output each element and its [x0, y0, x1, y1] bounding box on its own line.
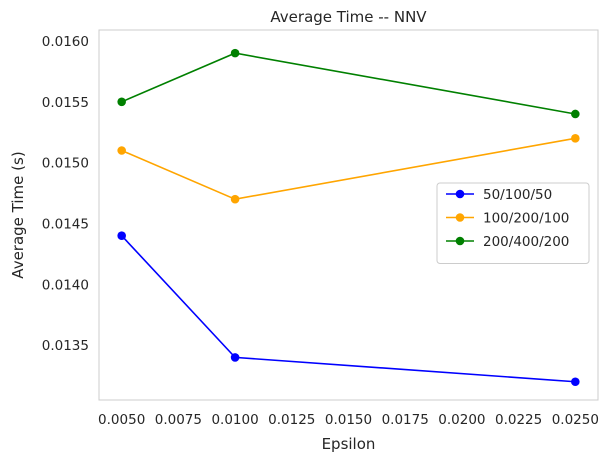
y-tick-label: 0.0160: [42, 34, 89, 50]
legend-item: 200/400/200: [446, 234, 569, 250]
x-tick-label: 0.0225: [495, 412, 542, 428]
data-point: [117, 97, 126, 107]
y-tick-label: 0.0145: [42, 217, 89, 233]
x-tick-label: 0.0150: [325, 412, 372, 428]
data-point: [117, 146, 126, 155]
y-tick-label: 0.0140: [42, 277, 89, 293]
legend-item: 100/200/100: [446, 211, 569, 227]
y-axis-label: Average Time (s): [9, 151, 27, 278]
x-tick-label: 0.0200: [438, 412, 485, 428]
x-axis-label: Epsilon: [322, 435, 376, 453]
legend-box: [436, 182, 590, 264]
x-tick-label: 0.0250: [552, 412, 599, 428]
legend-marker: [455, 213, 465, 222]
data-point: [571, 377, 580, 387]
plot-area: [98, 29, 599, 401]
x-tick-label: 0.0125: [268, 412, 315, 428]
x-tick-label: 0.0175: [382, 412, 429, 428]
x-tick-label: 0.0075: [155, 412, 202, 428]
x-tick-label: 0.0100: [211, 412, 258, 428]
x-tick-label: 0.0050: [98, 412, 145, 428]
series-layer: [117, 48, 580, 387]
legend-label: 50/100/50: [483, 187, 552, 203]
y-tick-label: 0.0150: [42, 156, 89, 172]
data-point: [230, 48, 240, 58]
series-1: [117, 134, 580, 204]
series-0: [117, 231, 580, 387]
y-tick-labels: 0.0135 0.0140 0.0145 0.0150 0.0155 0.0160: [42, 34, 89, 354]
legend-label: 200/400/200: [483, 234, 569, 250]
legend: 50/100/50 100/200/100 200/400/200: [436, 182, 590, 264]
legend-marker: [455, 236, 465, 246]
x-tick-labels: 0.0050 0.0075 0.0100 0.0125 0.0150 0.0175 0.02…: [98, 412, 599, 428]
data-point: [230, 194, 240, 204]
legend-item: 50/100/50: [446, 187, 552, 203]
data-point: [571, 134, 580, 143]
legend-label: 100/200/100: [483, 211, 569, 227]
chart-title: Average Time -- NNV: [270, 8, 427, 26]
y-tick-label: 0.0155: [42, 95, 89, 111]
series-line: [121, 52, 576, 115]
data-point: [230, 353, 240, 362]
series-2: [117, 48, 580, 119]
legend-marker: [455, 189, 465, 199]
data-point: [117, 231, 126, 240]
y-tick-label: 0.0135: [42, 338, 89, 354]
data-point: [571, 109, 580, 119]
